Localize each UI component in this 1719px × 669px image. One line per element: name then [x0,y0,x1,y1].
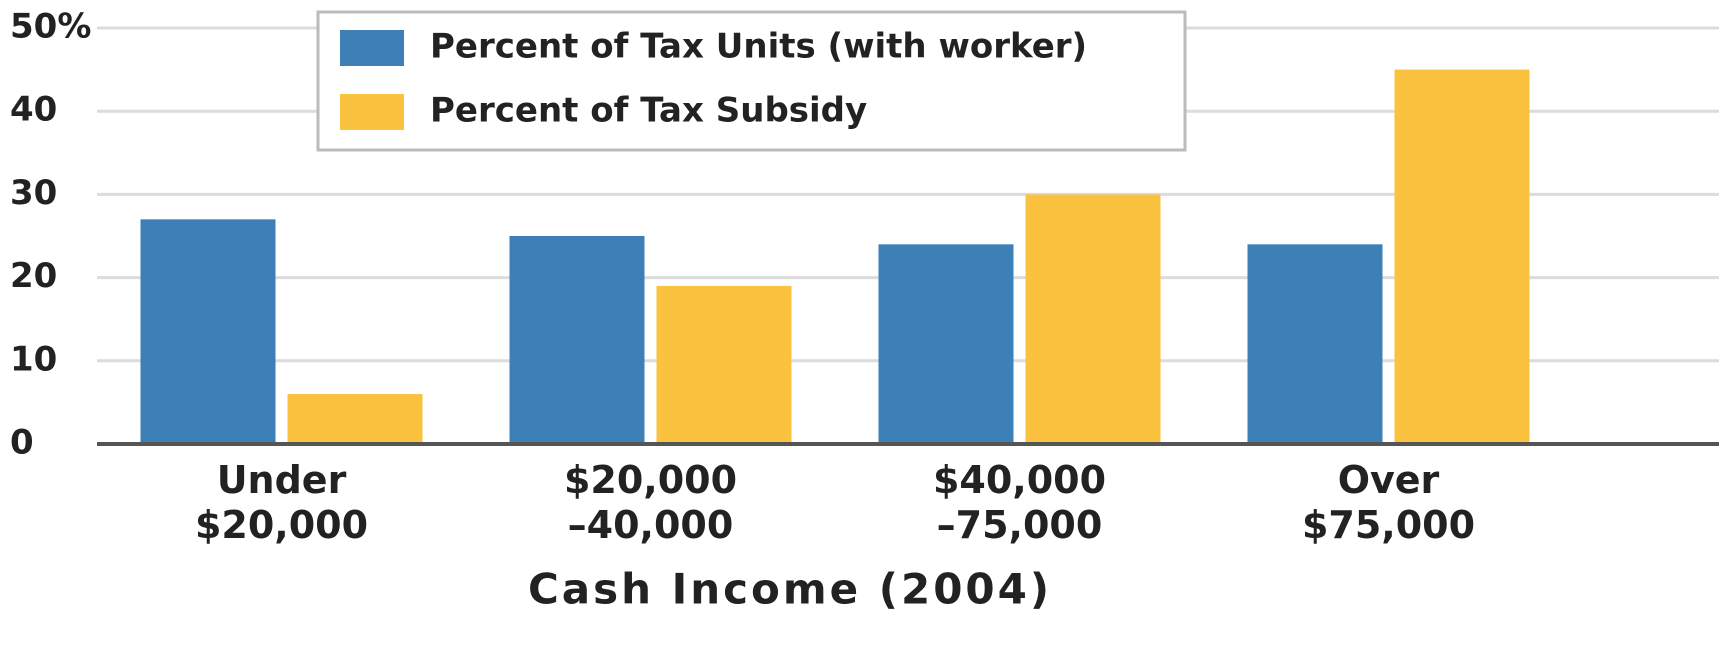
y-tick-label: 40 [10,90,57,130]
y-tick-label: 50% [10,7,91,47]
y-tick-label: 0 [10,423,34,463]
legend-swatch [340,30,404,66]
x-axis-title: Cash Income (2004) [528,565,1052,614]
bar [656,285,792,444]
legend-box [316,10,1187,152]
y-tick-label: 30 [10,173,57,213]
bar [1025,194,1161,444]
bar [140,219,276,444]
bar [509,236,645,444]
y-tick-label: 10 [10,339,57,379]
x-tick-label: $40,000 –75,000 [932,458,1107,547]
bar [878,244,1014,444]
legend-label: Percent of Tax Units (with worker) [430,27,1087,67]
x-tick-label: Over $75,000 [1301,458,1476,547]
legend-swatch [340,94,404,130]
bar [287,394,423,444]
y-tick-label: 20 [10,256,57,296]
bar [1247,244,1383,444]
legend-label: Percent of Tax Subsidy [430,91,867,131]
x-tick-label: $20,000 –40,000 [563,458,738,547]
bar [1394,69,1530,444]
x-tick-label: Under $20,000 [194,458,369,547]
